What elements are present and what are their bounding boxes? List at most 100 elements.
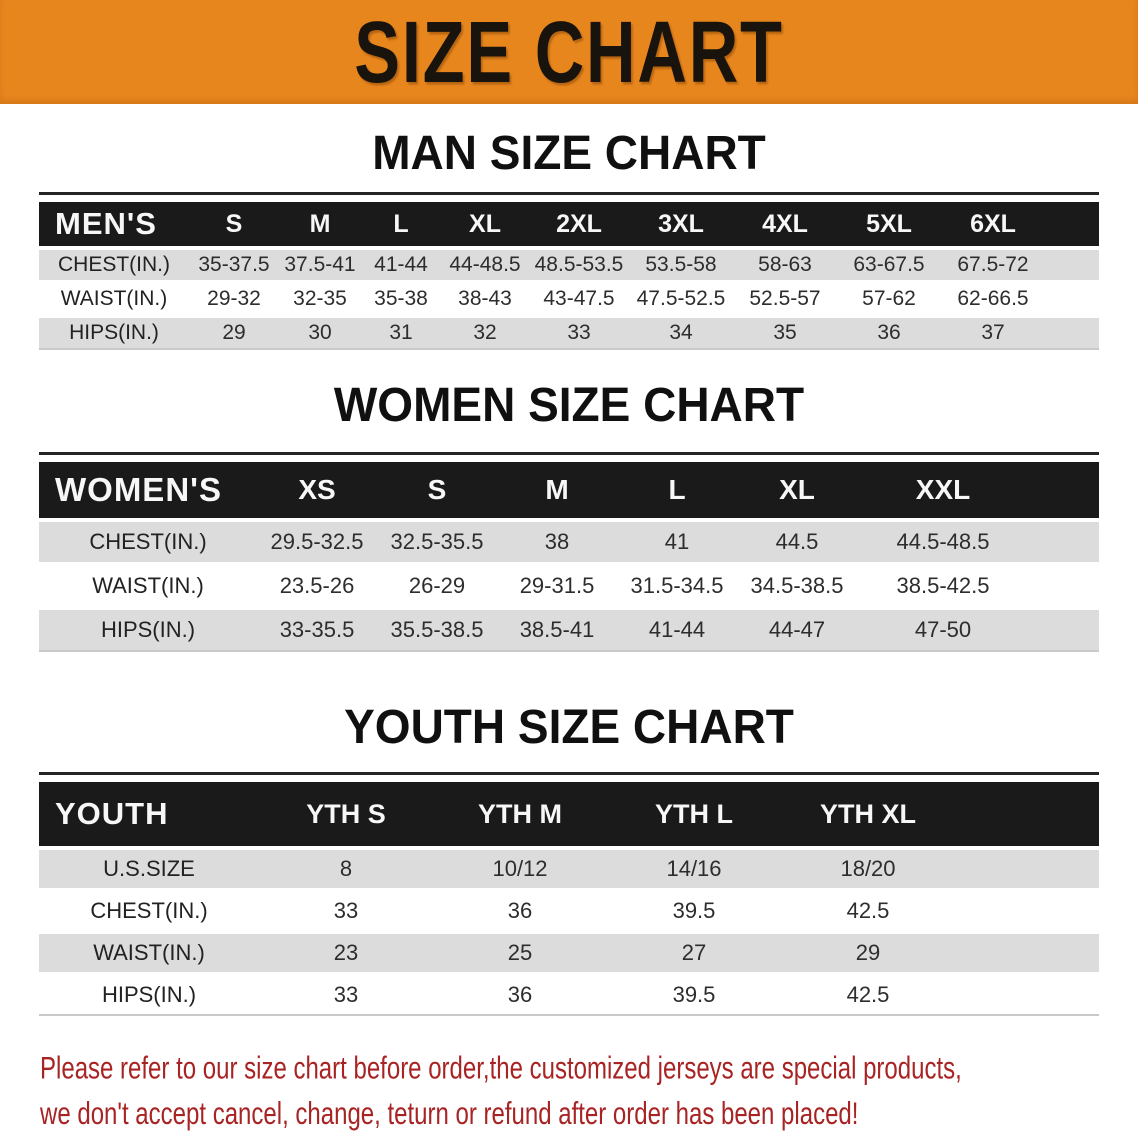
size-cell: 31 [361, 318, 441, 350]
size-cell: 63-67.5 [837, 250, 941, 280]
size-cell: 42.5 [781, 892, 955, 930]
spacer-cell [1029, 522, 1099, 562]
spacer-cell [1045, 284, 1099, 314]
size-cell: 41 [617, 522, 737, 562]
size-cell: 44-47 [737, 610, 857, 652]
men-header-label: MEN'S [39, 202, 189, 246]
size-cell: 38.5-42.5 [857, 566, 1029, 606]
size-cell: 36 [433, 976, 607, 1016]
table-row: HIPS(IN.) 33-35.5 35.5-38.5 38.5-41 41-4… [39, 610, 1099, 652]
size-cell: 33-35.5 [257, 610, 377, 652]
size-cell: 27 [607, 934, 781, 972]
size-cell: 38.5-41 [497, 610, 617, 652]
size-cell: 38-43 [441, 284, 529, 314]
size-cell: 52.5-57 [733, 284, 837, 314]
column-header: 5XL [837, 202, 941, 246]
footer-note: Please refer to our size chart before or… [40, 1046, 1115, 1137]
row-label: U.S.SIZE [39, 850, 259, 888]
size-cell: 39.5 [607, 976, 781, 1016]
size-cell: 34 [629, 318, 733, 350]
men-header-row: MEN'S S M L XL 2XL 3XL 4XL 5XL 6XL [39, 202, 1099, 246]
spacer-cell [1045, 202, 1099, 246]
size-cell: 47-50 [857, 610, 1029, 652]
size-cell: 57-62 [837, 284, 941, 314]
size-cell: 30 [279, 318, 361, 350]
youth-header-label: YOUTH [39, 782, 259, 846]
size-cell: 29-31.5 [497, 566, 617, 606]
spacer-cell [1045, 250, 1099, 280]
column-header: YTH L [607, 782, 781, 846]
column-header: XS [257, 462, 377, 518]
row-label: CHEST(IN.) [39, 250, 189, 280]
table-row: WAIST(IN.) 23.5-26 26-29 29-31.5 31.5-34… [39, 566, 1099, 606]
men-section-title: MAN SIZE CHART [0, 125, 1138, 180]
youth-size-table: YOUTH YTH S YTH M YTH L YTH XL U.S.SIZE … [39, 778, 1099, 1020]
column-header: XL [441, 202, 529, 246]
column-header: 4XL [733, 202, 837, 246]
women-section-title: WOMEN SIZE CHART [0, 377, 1138, 432]
size-cell: 36 [433, 892, 607, 930]
row-label: CHEST(IN.) [39, 522, 257, 562]
spacer-cell [1045, 318, 1099, 350]
column-header: 6XL [941, 202, 1045, 246]
youth-size-table-wrap: YOUTH YTH S YTH M YTH L YTH XL U.S.SIZE … [39, 772, 1099, 1020]
size-cell: 35-38 [361, 284, 441, 314]
size-chart-banner: SIZE CHART [0, 0, 1138, 104]
women-header-label: WOMEN'S [39, 462, 257, 518]
table-row: HIPS(IN.) 29 30 31 32 33 34 35 36 37 [39, 318, 1099, 350]
row-label: WAIST(IN.) [39, 566, 257, 606]
size-cell: 10/12 [433, 850, 607, 888]
size-cell: 29 [781, 934, 955, 972]
spacer-cell [1029, 566, 1099, 606]
row-label: CHEST(IN.) [39, 892, 259, 930]
size-cell: 26-29 [377, 566, 497, 606]
column-header: S [189, 202, 279, 246]
table-top-rule [39, 452, 1099, 455]
size-cell: 67.5-72 [941, 250, 1045, 280]
size-cell: 35-37.5 [189, 250, 279, 280]
spacer-cell [1029, 610, 1099, 652]
size-cell: 41-44 [361, 250, 441, 280]
column-header: 3XL [629, 202, 733, 246]
size-cell: 8 [259, 850, 433, 888]
column-header: YTH M [433, 782, 607, 846]
size-cell: 18/20 [781, 850, 955, 888]
row-label: HIPS(IN.) [39, 976, 259, 1016]
spacer-cell [955, 934, 1099, 972]
size-cell: 33 [259, 892, 433, 930]
size-cell: 44-48.5 [441, 250, 529, 280]
youth-section: YOUTH SIZE CHART YOUTH YTH S YTH M YTH L… [0, 700, 1138, 1020]
women-size-table-wrap: WOMEN'S XS S M L XL XXL CHEST(IN.) 29.5-… [39, 452, 1099, 656]
table-row: WAIST(IN.) 29-32 32-35 35-38 38-43 43-47… [39, 284, 1099, 314]
table-row: CHEST(IN.) 33 36 39.5 42.5 [39, 892, 1099, 930]
men-size-table-wrap: MEN'S S M L XL 2XL 3XL 4XL 5XL 6XL CHEST… [39, 192, 1099, 354]
footer-line: Please refer to our size chart before or… [40, 1046, 1115, 1092]
size-cell: 32 [441, 318, 529, 350]
spacer-cell [1029, 462, 1099, 518]
row-label: WAIST(IN.) [39, 284, 189, 314]
table-row: WAIST(IN.) 23 25 27 29 [39, 934, 1099, 972]
spacer-cell [955, 850, 1099, 888]
size-cell: 62-66.5 [941, 284, 1045, 314]
size-cell: 37 [941, 318, 1045, 350]
youth-section-title: YOUTH SIZE CHART [0, 699, 1138, 754]
column-header: L [361, 202, 441, 246]
column-header: L [617, 462, 737, 518]
women-header-row: WOMEN'S XS S M L XL XXL [39, 462, 1099, 518]
size-cell: 25 [433, 934, 607, 972]
row-label: HIPS(IN.) [39, 610, 257, 652]
column-header: YTH S [259, 782, 433, 846]
size-cell: 33 [259, 976, 433, 1016]
table-row: HIPS(IN.) 33 36 39.5 42.5 [39, 976, 1099, 1016]
size-cell: 48.5-53.5 [529, 250, 629, 280]
column-header: XL [737, 462, 857, 518]
footer-line: we don't accept cancel, change, teturn o… [40, 1092, 1115, 1137]
size-cell: 32.5-35.5 [377, 522, 497, 562]
size-cell: 34.5-38.5 [737, 566, 857, 606]
size-cell: 31.5-34.5 [617, 566, 737, 606]
women-size-table: WOMEN'S XS S M L XL XXL CHEST(IN.) 29.5-… [39, 458, 1099, 656]
size-cell: 33 [529, 318, 629, 350]
size-cell: 23.5-26 [257, 566, 377, 606]
size-cell: 42.5 [781, 976, 955, 1016]
size-cell: 35.5-38.5 [377, 610, 497, 652]
